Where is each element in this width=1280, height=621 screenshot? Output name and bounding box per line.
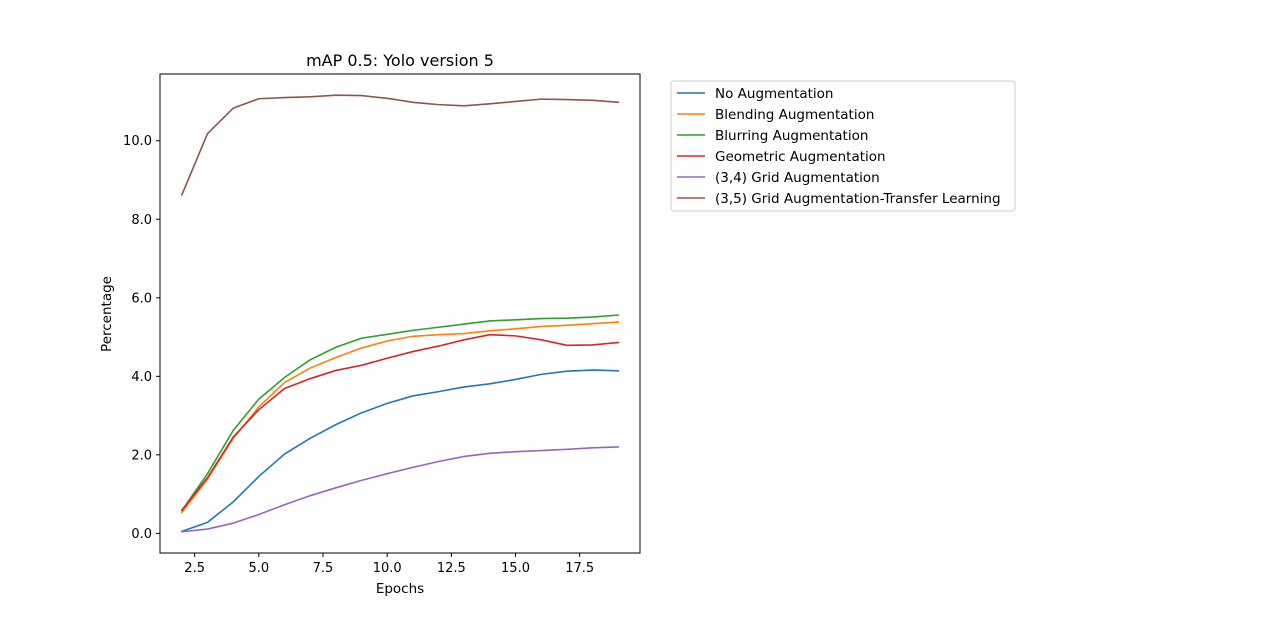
y-axis-title: Percentage	[99, 276, 115, 352]
series-line-6	[180, 94, 620, 196]
legend-label: (3,4) Grid Augmentation	[715, 170, 880, 186]
plot-area	[180, 94, 620, 533]
legend: No Augmentation Blending Augmentation Blur…	[670, 80, 1016, 212]
x-tick-label: 10.0	[373, 561, 402, 576]
legend-label: Blending Augmentation	[715, 107, 874, 123]
chart-title: mAP 0.5: Yolo version 5	[306, 51, 494, 70]
legend-frame	[670, 80, 1016, 212]
x-tick-label: 2.5	[184, 561, 205, 576]
legend-label: Blurring Augmentation	[715, 128, 868, 144]
series-line-5	[180, 446, 620, 533]
x-tick-label: 17.5	[565, 561, 594, 576]
series-line-4	[180, 333, 620, 512]
series-line-3	[180, 314, 620, 512]
y-axis: 0.0 2.0 4.0 6.0 8.0 10.0	[123, 134, 160, 542]
x-tick-label: 5.0	[248, 561, 269, 576]
y-tick-label: 2.0	[131, 448, 152, 463]
legend-label: No Augmentation	[715, 86, 833, 102]
x-tick-label: 7.5	[313, 561, 334, 576]
x-axis: 2.5 5.0 7.5 10.0 12.5 15.0 17.5	[184, 553, 594, 576]
axes-frame	[159, 73, 641, 554]
series-line-1	[180, 369, 620, 533]
series-line-2	[180, 321, 620, 514]
y-tick-label: 6.0	[131, 291, 152, 306]
legend-label: Geometric Augmentation	[715, 149, 886, 165]
legend-label: (3,5) Grid Augmentation-Transfer Learnin…	[715, 191, 1001, 207]
x-axis-title: Epochs	[376, 581, 424, 597]
y-tick-label: 10.0	[123, 134, 152, 149]
x-tick-label: 15.0	[501, 561, 530, 576]
y-tick-label: 8.0	[131, 213, 152, 228]
y-tick-label: 0.0	[131, 527, 152, 542]
y-tick-label: 4.0	[131, 370, 152, 385]
x-tick-label: 12.5	[437, 561, 466, 576]
